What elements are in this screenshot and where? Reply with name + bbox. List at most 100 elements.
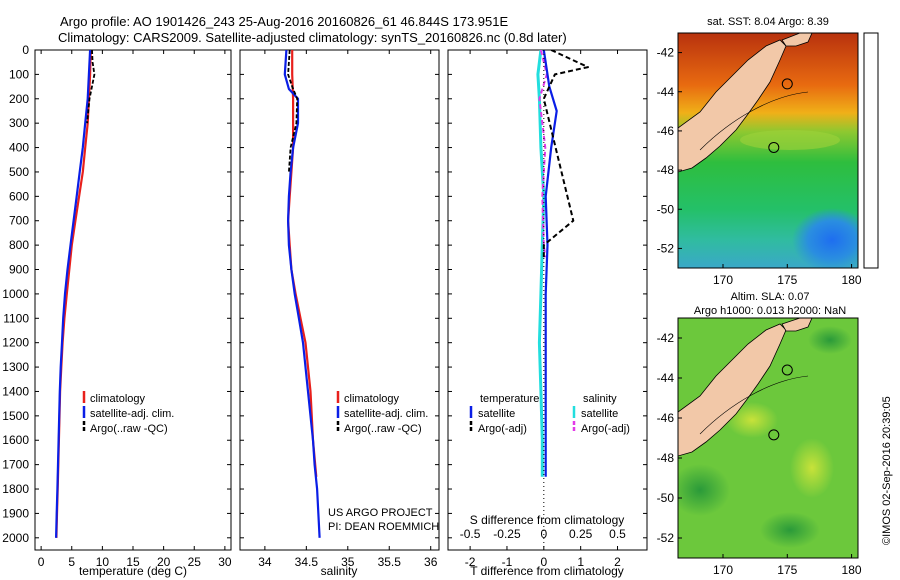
- header-line-2: Climatology: CARS2009. Satellite-adjuste…: [58, 30, 567, 45]
- float-location-marker: [781, 78, 793, 90]
- float-location-marker: [768, 429, 780, 441]
- map-y-tick-label: -46: [657, 124, 675, 138]
- x-tick-label: 35: [341, 555, 355, 569]
- map-y-tick-label: -44: [657, 85, 675, 99]
- map-y-tick-label: -52: [657, 241, 675, 255]
- depth-tick-label: 700: [9, 214, 29, 228]
- map-x-tick-label: 180: [842, 273, 862, 287]
- bathymetry-contour: [699, 375, 809, 435]
- depth-tick-label: 1100: [3, 311, 29, 325]
- map-y-tick-label: -48: [657, 163, 675, 177]
- depth-tick-label: 1200: [2, 336, 29, 350]
- legend-label-s-argo: Argo(-adj): [581, 423, 630, 435]
- map-y-tick-label: -42: [657, 46, 675, 60]
- depth-tick-label: 1600: [2, 433, 29, 447]
- series-line: [86, 50, 96, 124]
- x-tick-label: 1: [577, 555, 584, 569]
- top-tick-label: 0.5: [609, 527, 626, 541]
- depth-tick-label: 400: [9, 141, 29, 155]
- legend-label-argo: Argo(..raw -QC): [344, 423, 422, 435]
- sla-map-frame: [677, 317, 859, 559]
- series-line: [536, 50, 546, 477]
- map-y-tick-label: -48: [657, 451, 675, 465]
- series-line: [283, 50, 321, 538]
- temperature-xlabel: temperature (deg C): [79, 564, 187, 578]
- sst-map-axes: 170 175 180 -42 -44 -46 -48 -50 -52: [657, 46, 862, 287]
- salinity-xlabel: salinity: [321, 564, 358, 578]
- map-y-tick-label: -46: [657, 411, 675, 425]
- front-band: [740, 130, 840, 150]
- x-tick-label: 15: [126, 555, 140, 569]
- sla-map-title-2: Argo h1000: 0.013 h2000: NaN: [694, 305, 846, 317]
- x-tick-label: 25: [188, 555, 202, 569]
- map-y-tick-label: -50: [657, 491, 675, 505]
- depth-tick-label: 300: [9, 116, 29, 130]
- salinity-legend: climatology satellite-adj. clim. Argo(..…: [336, 391, 428, 435]
- x-tick-label: 5: [68, 555, 75, 569]
- legend-label-satellite: satellite-adj. clim.: [344, 408, 428, 420]
- legend-label-climatology: climatology: [90, 393, 146, 405]
- difference-series: [536, 50, 589, 477]
- float-location-marker: [781, 364, 793, 376]
- temperature-legend: climatology satellite-adj. clim. Argo(..…: [82, 391, 174, 435]
- sst-colorbar-frame: [863, 32, 879, 269]
- x-tick-label: 20: [157, 555, 171, 569]
- sla-low-patch: [808, 326, 852, 354]
- north-island-tip: [781, 318, 813, 332]
- sst-map-frame: [677, 32, 859, 269]
- sla-high-patch: [790, 438, 834, 498]
- difference-top-xlabel: S difference from climatology: [470, 513, 625, 527]
- depth-tick-label: 500: [9, 165, 29, 179]
- map-x-tick-label: 175: [777, 273, 797, 287]
- x-tick-label: 10: [96, 555, 110, 569]
- salinity-x-axis: 34 34.5 35 35.5 36: [258, 50, 438, 569]
- depth-tick-label: 900: [9, 263, 29, 277]
- top-tick-label: 0.25: [569, 527, 593, 541]
- difference-xlabel: T difference from climatology: [470, 564, 624, 578]
- project-annotation: US ARGO PROJECT: [328, 507, 433, 519]
- legend-label-t-satellite: satellite: [478, 408, 515, 420]
- temperature-x-axis: 0 5 10 15 20 25 30: [38, 50, 232, 569]
- map-x-tick-label: 170: [713, 563, 733, 577]
- depth-tick-label: 2000: [2, 531, 29, 545]
- depth-tick-label: 1400: [2, 384, 29, 398]
- sla-high-patch: [726, 402, 778, 438]
- sla-map-axes: 170 175 180 -42 -44 -46 -48 -50 -52: [657, 331, 862, 577]
- depth-tick-label: 100: [9, 67, 29, 81]
- x-tick-label: 30: [218, 555, 232, 569]
- map-x-tick-label: 180: [842, 563, 862, 577]
- x-tick-label: 34.5: [295, 555, 319, 569]
- top-tick-label: -0.5: [460, 527, 481, 541]
- series-line: [287, 50, 318, 477]
- depth-axis: 0 100 200 300 400 500 600 700 800 900 1000 1100 1200…: [2, 43, 647, 545]
- x-tick-label: 36: [424, 555, 438, 569]
- sst-map: [678, 33, 858, 268]
- map-y-tick-label: -50: [657, 202, 675, 216]
- map-y-tick-label: -44: [657, 371, 675, 385]
- x-tick-label: -2: [465, 555, 476, 569]
- series-line: [542, 50, 589, 258]
- temperature-series: [55, 50, 96, 538]
- legend-label-climatology: climatology: [344, 393, 400, 405]
- legend-label-s-satellite: satellite: [581, 408, 618, 420]
- top-tick-label: -0.25: [493, 527, 521, 541]
- legend-title-salinity: salinity: [583, 393, 617, 405]
- bathymetry-contour: [699, 91, 809, 151]
- x-tick-label: 2: [614, 555, 621, 569]
- series-line: [542, 50, 558, 477]
- x-tick-label: -1: [502, 555, 513, 569]
- sla-low-patch: [678, 464, 730, 516]
- legend-label-satellite: satellite-adj. clim.: [90, 408, 174, 420]
- legend-label-argo: Argo(..raw -QC): [90, 423, 168, 435]
- difference-legend: temperature salinity satellite Argo(-adj…: [469, 393, 630, 435]
- sla-map: [678, 318, 858, 558]
- series-line: [55, 50, 92, 538]
- sla-map-title-1: Altim. SLA: 0.07: [731, 291, 810, 303]
- x-tick-label: 0: [38, 555, 45, 569]
- north-island-tip: [781, 33, 813, 47]
- depth-tick-label: 1500: [2, 409, 29, 423]
- depth-tick-label: 1700: [2, 458, 29, 472]
- depth-tick-label: 1300: [2, 360, 29, 374]
